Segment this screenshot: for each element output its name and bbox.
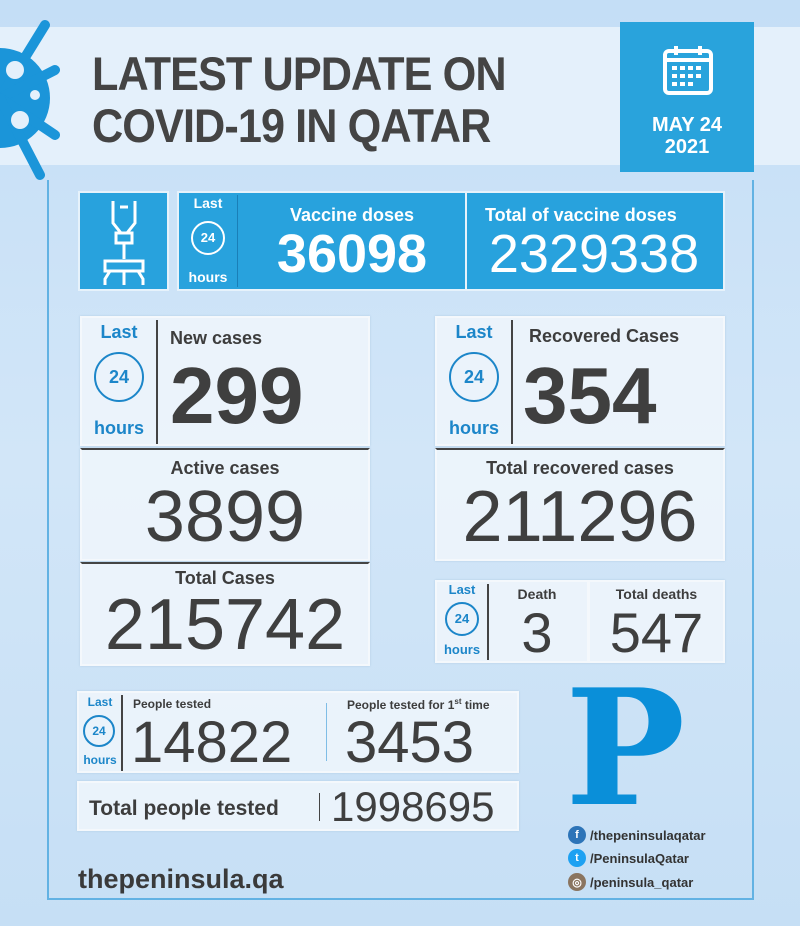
recovered-card: Last 24 hours Recovered Cases 354 bbox=[435, 316, 725, 446]
deaths-card: Last 24 hours Death 3 Total deaths 547 bbox=[435, 580, 725, 664]
calendar-icon bbox=[663, 46, 713, 95]
vaccine-total: 2329338 bbox=[488, 224, 700, 284]
active-cases-card: Active cases 3899 bbox=[80, 448, 370, 561]
total-cases-card: Total Cases 215742 bbox=[80, 562, 370, 666]
people-tested: 14822 bbox=[131, 710, 293, 775]
peninsula-logo: P bbox=[565, 654, 686, 842]
facebook-link[interactable]: f/thepeninsulaqatar bbox=[568, 826, 706, 844]
website-link[interactable]: thepeninsula.qa bbox=[78, 864, 284, 894]
vaccine-icon-box bbox=[78, 191, 169, 291]
page-title: LATEST UPDATE ON COVID-19 IN QATAR bbox=[92, 47, 507, 152]
tests-card: Last 24 hours People tested 14822 People… bbox=[77, 691, 519, 775]
clock-24-icon: 24 bbox=[449, 352, 499, 402]
syringe-icon bbox=[103, 201, 145, 285]
vaccine-doses: 36098 bbox=[276, 224, 428, 284]
new-cases: 299 bbox=[170, 351, 304, 440]
total-people-tested: 1998695 bbox=[331, 783, 495, 830]
twitter-icon: t bbox=[568, 849, 586, 867]
new-cases-card: Last 24 hours New cases 299 bbox=[80, 316, 370, 446]
people-tested-first-time: 3453 bbox=[345, 710, 475, 775]
twitter-link[interactable]: t/PeninsulaQatar bbox=[568, 849, 689, 867]
total-recovered: 211296 bbox=[462, 477, 698, 557]
total-tested-card: Total people tested 1998695 bbox=[77, 781, 519, 831]
instagram-icon: ◎ bbox=[568, 873, 586, 891]
instagram-link[interactable]: ◎/peninsula_qatar bbox=[568, 873, 693, 891]
active-cases: 3899 bbox=[144, 477, 306, 557]
clock-24-icon: 24 bbox=[83, 715, 115, 747]
total-recovered-card: Total recovered cases 211296 bbox=[435, 448, 725, 561]
facebook-icon: f bbox=[568, 826, 586, 844]
recovered-cases: 354 bbox=[523, 351, 657, 440]
content-frame bbox=[47, 180, 754, 900]
total-deaths: 547 bbox=[609, 601, 704, 664]
clock-24-icon: 24 bbox=[191, 221, 225, 255]
deaths: 3 bbox=[521, 601, 553, 664]
total-cases: 215742 bbox=[104, 585, 346, 665]
date: MAY 24 2021 bbox=[651, 114, 723, 158]
date-box: MAY 24 2021 bbox=[620, 22, 754, 172]
vaccine-box: Last 24 hours Vaccine doses 36098 Total … bbox=[177, 191, 725, 291]
clock-24-icon: 24 bbox=[445, 602, 479, 636]
virus-icon bbox=[0, 20, 60, 180]
clock-24-icon: 24 bbox=[94, 352, 144, 402]
